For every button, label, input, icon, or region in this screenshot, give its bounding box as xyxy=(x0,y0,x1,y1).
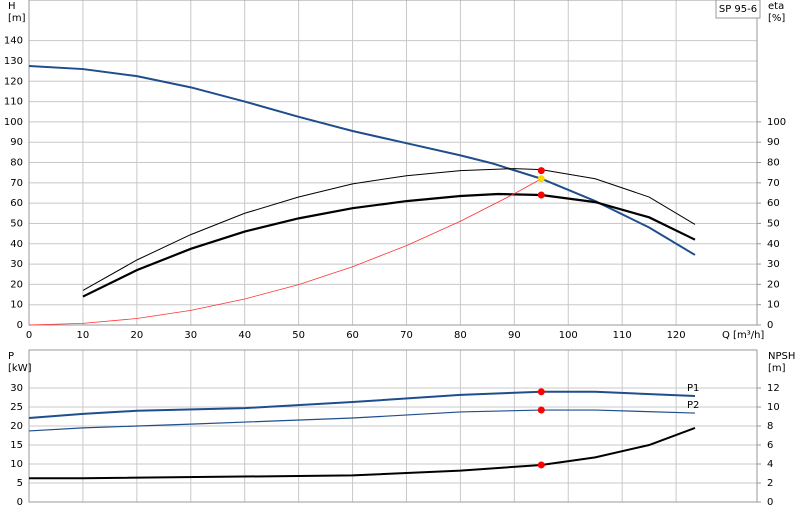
y-tick-label: 30 xyxy=(10,259,23,270)
y-tick-label: 110 xyxy=(4,97,23,108)
y2-tick-label: 10 xyxy=(767,300,780,311)
y2-axis-label: NPSH xyxy=(768,351,795,362)
y2-tick-label: 60 xyxy=(767,198,780,209)
y-tick-label: 90 xyxy=(10,137,23,148)
y2-tick-label: 30 xyxy=(767,259,780,270)
curve xyxy=(28,409,696,432)
x-tick-label: 40 xyxy=(238,330,251,341)
duty-point xyxy=(537,388,545,396)
plot-frame xyxy=(28,349,758,503)
curve xyxy=(28,65,696,256)
y-tick-label: 70 xyxy=(10,178,23,189)
duty-point xyxy=(537,175,545,183)
duty-point xyxy=(537,167,545,175)
y2-tick-label: 6 xyxy=(767,440,773,451)
x-tick-label: 110 xyxy=(613,330,632,341)
legend-box xyxy=(715,0,761,19)
y-tick-label: 40 xyxy=(10,239,23,250)
y2-tick-label: 80 xyxy=(767,158,780,169)
duty-point xyxy=(537,406,545,414)
y-tick-label: 60 xyxy=(10,198,23,209)
y-tick-label: 10 xyxy=(10,459,23,470)
x-tick-label: 80 xyxy=(454,330,467,341)
x-tick-label: 100 xyxy=(559,330,578,341)
y-tick-label: 100 xyxy=(4,117,23,128)
y-axis-label: P xyxy=(8,351,14,362)
curve xyxy=(28,178,542,326)
y-tick-label: 140 xyxy=(4,36,23,47)
y-tick-label: 0 xyxy=(17,497,23,508)
x-tick-label: 90 xyxy=(508,330,521,341)
plot-frame xyxy=(28,0,758,326)
y2-tick-label: 10 xyxy=(767,402,780,413)
x-tick-label: 30 xyxy=(184,330,197,341)
y-tick-label: 15 xyxy=(10,440,23,451)
y2-tick-label: 0 xyxy=(767,320,773,331)
curve xyxy=(82,168,696,291)
y-tick-label: 120 xyxy=(4,76,23,87)
x-tick-label: 70 xyxy=(400,330,413,341)
y2-tick-label: 4 xyxy=(767,459,773,470)
legend-title: SP 95-6 xyxy=(719,4,757,15)
y2-tick-label: 8 xyxy=(767,421,773,432)
y-tick-label: 25 xyxy=(10,402,23,413)
duty-point xyxy=(537,461,545,469)
y2-axis-label: eta xyxy=(768,1,784,12)
y-tick-label: 30 xyxy=(10,383,23,394)
y2-tick-label: 90 xyxy=(767,137,780,148)
y2-tick-label: 0 xyxy=(767,497,773,508)
duty-point xyxy=(537,191,545,199)
y2-tick-label: 70 xyxy=(767,178,780,189)
y-tick-label: 5 xyxy=(17,478,23,489)
curve xyxy=(29,426,696,480)
y2-tick-label: 20 xyxy=(767,279,780,290)
y-tick-label: 0 xyxy=(17,320,23,331)
y2-axis-unit: [%] xyxy=(768,13,785,24)
y-tick-label: 10 xyxy=(10,300,23,311)
curve xyxy=(82,192,696,298)
y-axis-label: H xyxy=(8,1,16,12)
series-label: P2 xyxy=(687,400,699,411)
curve xyxy=(28,390,696,420)
y2-tick-label: 40 xyxy=(767,239,780,250)
x-tick-label: 50 xyxy=(292,330,305,341)
series-label: P1 xyxy=(687,383,699,394)
y2-tick-label: 100 xyxy=(767,117,786,128)
x-axis-label: Q [m³/h] xyxy=(722,330,764,341)
y-axis-unit: [m] xyxy=(8,13,26,24)
y-tick-label: 20 xyxy=(10,279,23,290)
x-tick-label: 60 xyxy=(346,330,359,341)
y2-axis-unit: [m] xyxy=(768,363,786,374)
y-axis-unit: [kW] xyxy=(8,363,32,374)
y-tick-label: 80 xyxy=(10,158,23,169)
y2-tick-label: 2 xyxy=(767,478,773,489)
y-tick-label: 50 xyxy=(10,218,23,229)
y2-tick-label: 50 xyxy=(767,218,780,229)
y2-tick-label: 12 xyxy=(767,383,780,394)
x-tick-label: 10 xyxy=(77,330,90,341)
x-tick-label: 20 xyxy=(130,330,143,341)
x-tick-label: 0 xyxy=(26,330,32,341)
y-tick-label: 130 xyxy=(4,56,23,67)
x-tick-label: 120 xyxy=(667,330,686,341)
y-tick-label: 20 xyxy=(10,421,23,432)
